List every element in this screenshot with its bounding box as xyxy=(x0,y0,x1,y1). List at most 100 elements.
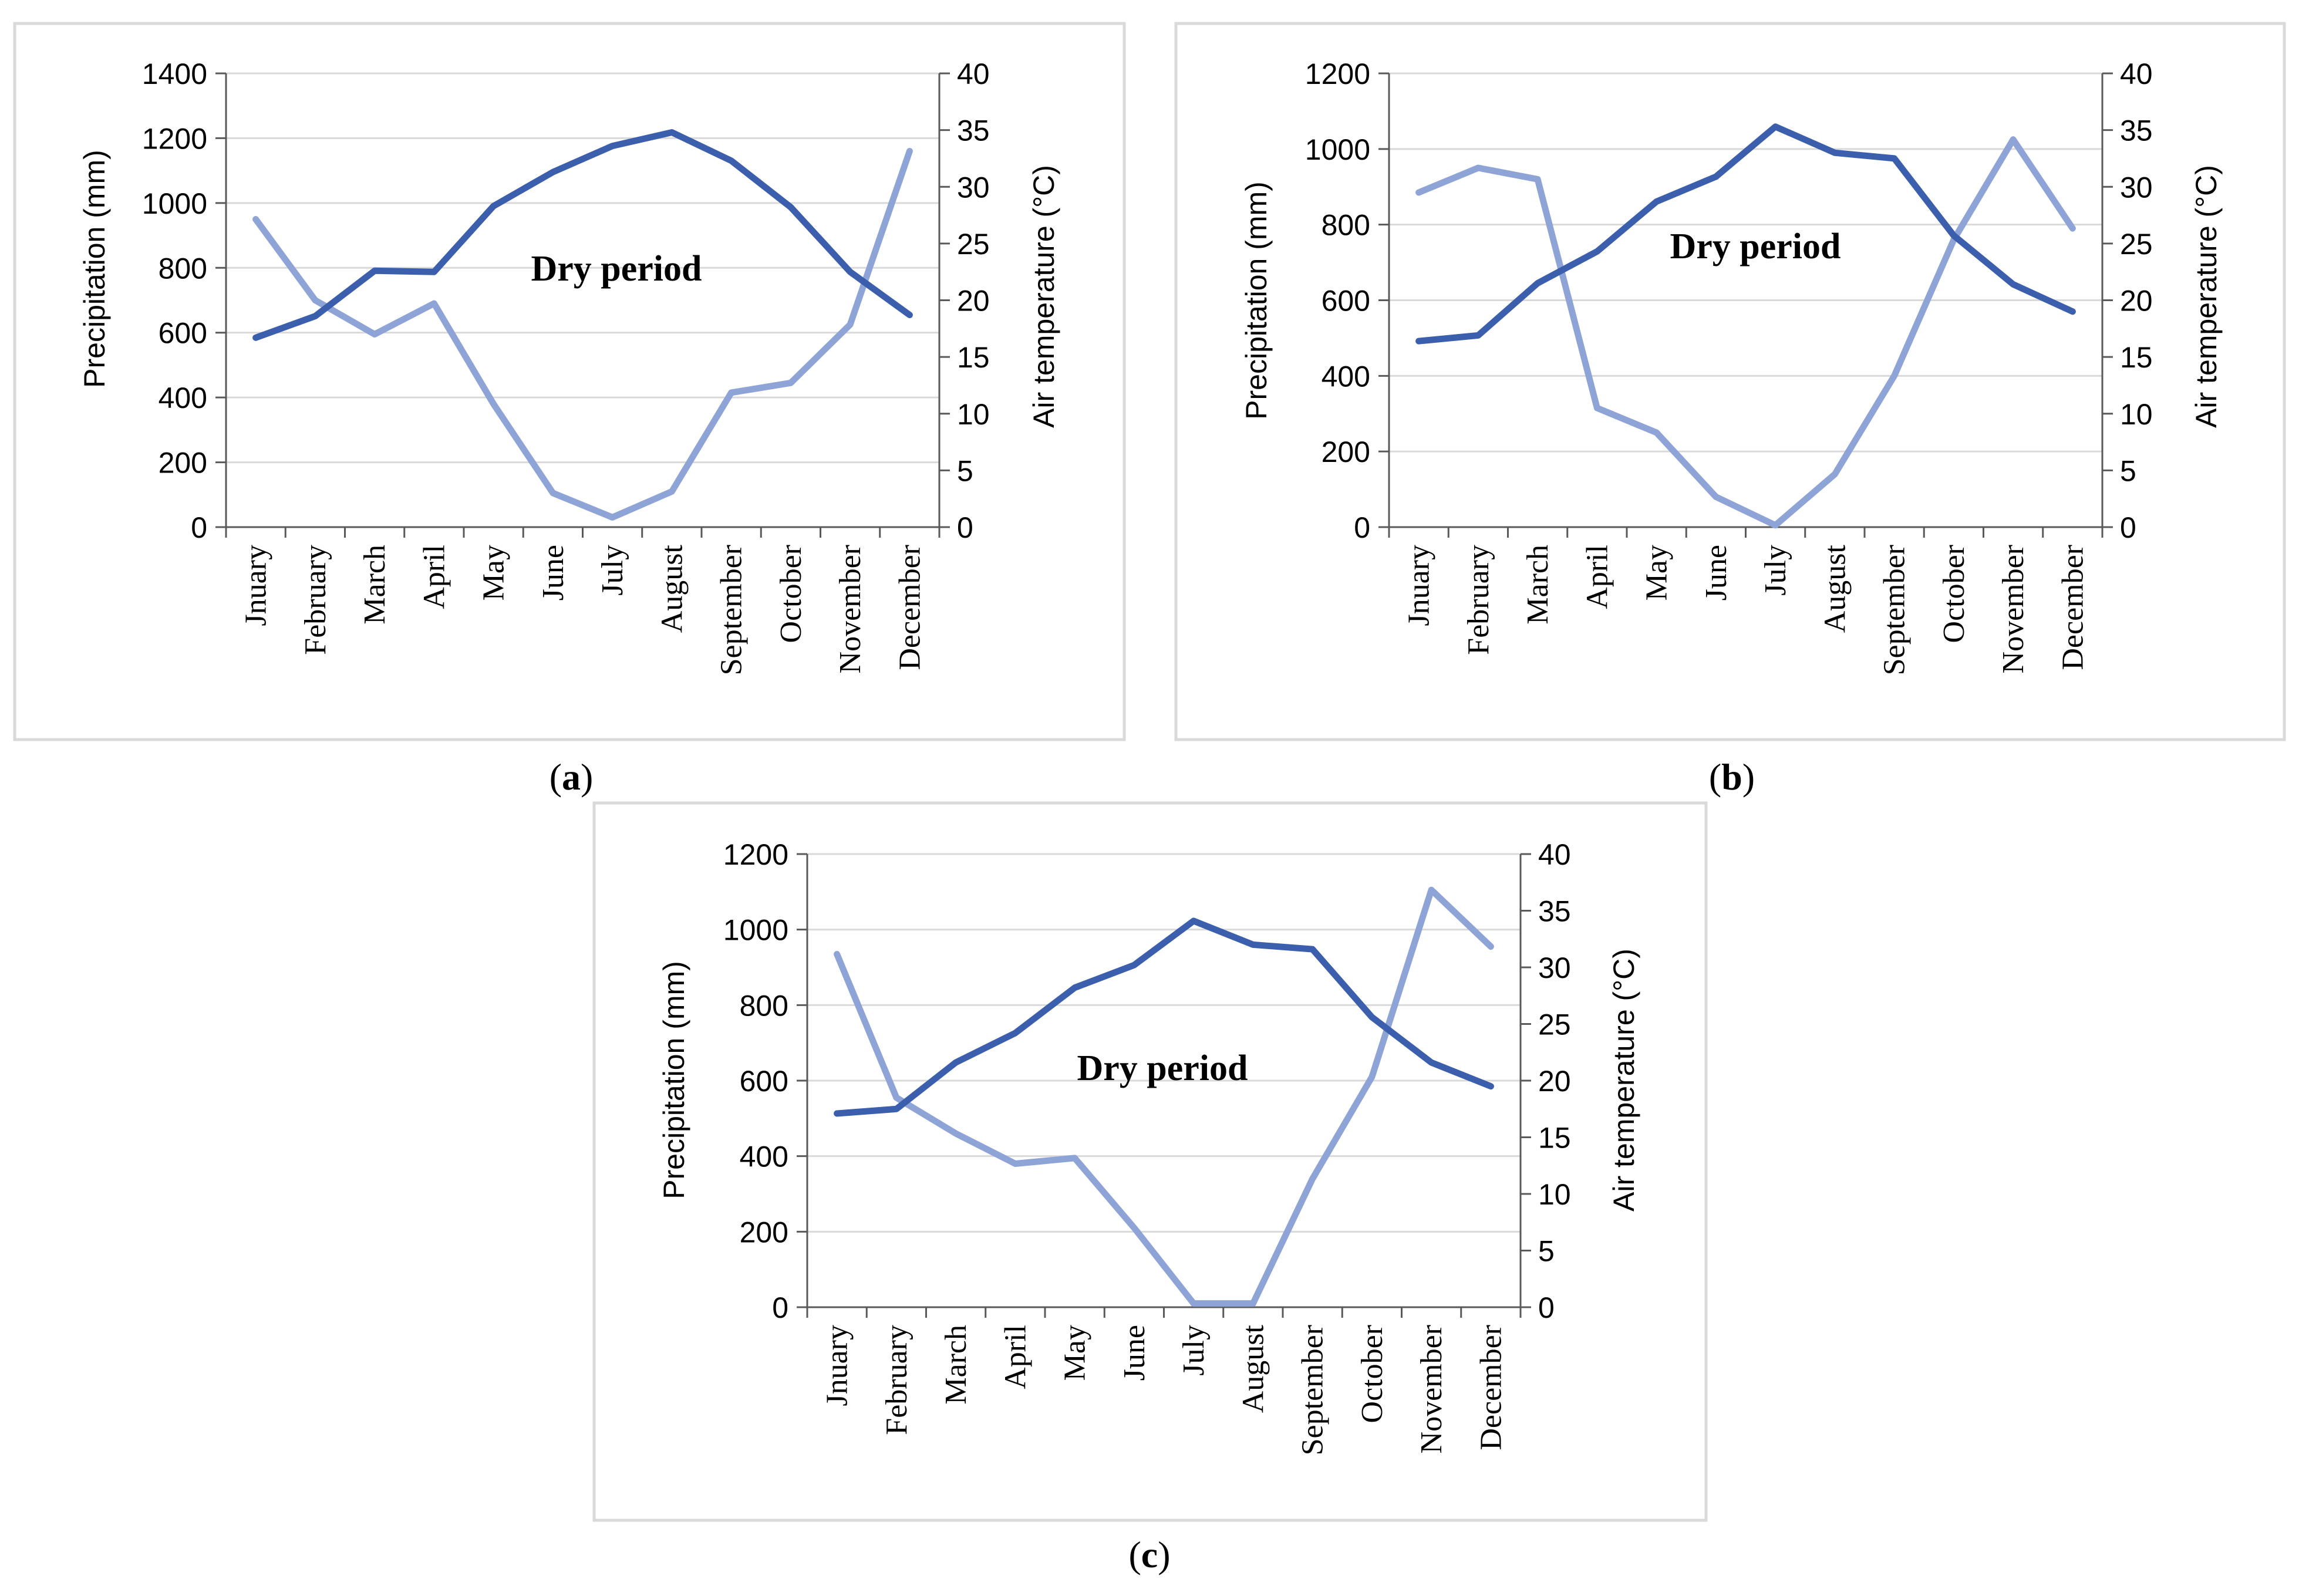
y-tick-label-right: 0 xyxy=(1538,1291,1555,1324)
y-tick-label-left: 0 xyxy=(772,1291,788,1324)
x-tick-label: December xyxy=(2056,545,2089,670)
x-tick-label: June xyxy=(537,545,570,600)
y-tick-label-left: 1400 xyxy=(142,58,207,90)
x-tick-label: March xyxy=(939,1325,973,1405)
y-tick-label-right: 40 xyxy=(2120,58,2153,90)
temperature-line xyxy=(252,129,913,341)
x-tick-label: August xyxy=(1236,1324,1270,1413)
y-tick-label-right: 10 xyxy=(2120,398,2153,431)
x-tick-label: July xyxy=(596,545,629,596)
x-tick-label: June xyxy=(1700,545,1733,600)
y-axis-label-left: Precipitation (mm) xyxy=(658,961,690,1199)
y-axis-label-right: Air temperature (°C) xyxy=(2190,165,2223,428)
x-tick-label: March xyxy=(358,545,392,625)
tick-labels: 0 200 400 600 800 1000 1200 0 5 10 15 20 25 30 35 40 Jnu… xyxy=(723,838,1571,1455)
axes xyxy=(1378,72,2113,538)
y-tick-label-right: 40 xyxy=(1538,838,1571,871)
x-tick-label: March xyxy=(1521,545,1555,625)
x-tick-label: July xyxy=(1759,545,1792,596)
y-tick-label-right: 15 xyxy=(957,341,990,374)
y-tick-label-right: 30 xyxy=(957,171,990,204)
y-tick-label-left: 1000 xyxy=(1305,133,1370,166)
series-lines xyxy=(252,129,913,521)
precipitation-line xyxy=(834,886,1494,1307)
x-tick-label: November xyxy=(1415,1325,1448,1453)
x-tick-label: August xyxy=(1818,544,1852,633)
y-tick-label-left: 200 xyxy=(1322,436,1370,468)
y-tick-label-left: 600 xyxy=(1322,285,1370,318)
dry-period-annotation: Dry period xyxy=(531,249,702,289)
y-tick-label-left: 0 xyxy=(191,511,207,544)
x-tick-label: February xyxy=(299,545,332,655)
x-tick-label: April xyxy=(417,545,451,609)
axes xyxy=(215,72,950,538)
y-tick-label-left: 1200 xyxy=(723,838,788,871)
y-tick-label-right: 10 xyxy=(957,398,990,431)
x-tick-label: November xyxy=(1997,545,2030,673)
y-tick-label-right: 40 xyxy=(957,58,990,90)
y-tick-label-left: 200 xyxy=(159,447,207,480)
panel-caption-a: (a) xyxy=(550,756,594,798)
y-tick-label-left: 1000 xyxy=(142,187,207,220)
panel-letter: a xyxy=(562,756,581,798)
chart-panel-c: 0 200 400 600 800 1000 1200 0 5 10 15 20 25 30 35 40 Jnu… xyxy=(592,801,1708,1522)
y-tick-label-right: 15 xyxy=(1538,1122,1571,1155)
y-tick-label-left: 800 xyxy=(159,252,207,285)
series-lines xyxy=(1415,123,2076,529)
y-axis-label-left: Precipitation (mm) xyxy=(1240,181,1273,420)
y-tick-label-right: 25 xyxy=(957,228,990,261)
precipitation-line xyxy=(1415,136,2076,529)
x-tick-label: February xyxy=(1462,545,1495,655)
x-tick-label: August xyxy=(655,544,689,633)
y-tick-label-right: 35 xyxy=(2120,114,2153,147)
precipitation-line xyxy=(252,148,913,521)
y-axis-label-left: Precipitation (mm) xyxy=(78,150,111,388)
y-tick-label-left: 400 xyxy=(1322,360,1370,393)
x-tick-label: June xyxy=(1118,1325,1151,1381)
gridlines xyxy=(807,853,1521,1233)
panel-letter: c xyxy=(1141,1534,1158,1575)
y-axis-label-right: Air temperature (°C) xyxy=(1607,949,1640,1212)
y-tick-label-right: 25 xyxy=(1538,1008,1571,1041)
y-tick-label-left: 800 xyxy=(740,989,788,1022)
y-tick-label-left: 800 xyxy=(1322,209,1370,242)
x-tick-label: September xyxy=(715,545,749,675)
y-tick-label-right: 35 xyxy=(957,114,990,147)
y-tick-label-right: 20 xyxy=(1538,1065,1571,1098)
x-tick-label: December xyxy=(893,545,926,670)
x-tick-label: May xyxy=(1059,1325,1092,1381)
x-tick-label: May xyxy=(477,545,511,600)
x-tick-label: April xyxy=(999,1325,1032,1389)
y-tick-label-right: 0 xyxy=(2120,511,2136,544)
x-tick-label: April xyxy=(1580,545,1614,609)
y-tick-label-right: 30 xyxy=(1538,951,1571,984)
dry-period-annotation: Dry period xyxy=(1670,227,1840,266)
x-tick-label: December xyxy=(1474,1325,1508,1450)
y-tick-label-left: 1200 xyxy=(142,122,207,155)
x-tick-label: Jnuary xyxy=(1403,545,1436,626)
y-tick-label-right: 30 xyxy=(2120,171,2153,204)
temperature-line xyxy=(834,917,1494,1117)
axes xyxy=(797,853,1531,1318)
panel-caption-c: (c) xyxy=(1128,1534,1170,1575)
y-tick-label-right: 25 xyxy=(2120,228,2153,261)
y-tick-label-left: 0 xyxy=(1354,511,1370,544)
y-tick-label-right: 35 xyxy=(1538,895,1571,928)
x-tick-label: May xyxy=(1640,545,1674,600)
panel-letter: b xyxy=(1721,756,1742,798)
y-tick-label-right: 20 xyxy=(2120,285,2153,318)
panel-caption-b: (b) xyxy=(1709,756,1755,798)
tick-labels: 0 200 400 600 800 1000 1200 1400 0 5 10 15 20 25 30 35 4… xyxy=(142,58,990,675)
x-tick-label: Jnuary xyxy=(240,545,273,626)
y-tick-label-right: 5 xyxy=(957,454,973,487)
x-tick-label: Jnuary xyxy=(821,1325,854,1406)
series-lines xyxy=(834,886,1494,1307)
x-tick-label: September xyxy=(1878,545,1912,675)
chart-panel-b: 0 200 400 600 800 1000 1200 0 5 10 15 20 25 30 35 40 Jnu… xyxy=(1174,22,2286,741)
y-tick-label-left: 400 xyxy=(159,382,207,414)
x-tick-label: February xyxy=(880,1325,913,1435)
y-tick-label-left: 1000 xyxy=(723,914,788,947)
x-tick-label: October xyxy=(774,545,808,643)
y-axis-label-right: Air temperature (°C) xyxy=(1027,165,1060,428)
